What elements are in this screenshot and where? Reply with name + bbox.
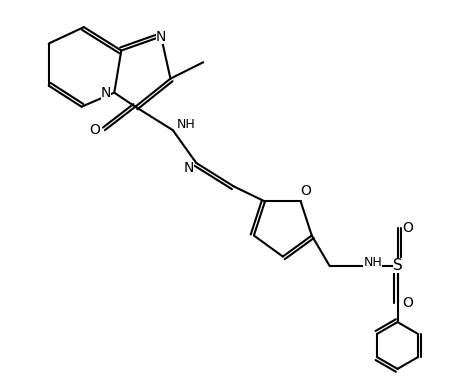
Text: S: S	[393, 258, 403, 274]
Text: O: O	[403, 296, 413, 310]
Text: O: O	[89, 123, 100, 137]
Text: N: N	[101, 86, 111, 100]
Text: O: O	[300, 184, 311, 198]
Text: N: N	[184, 160, 194, 175]
Text: NH: NH	[177, 118, 195, 131]
Text: O: O	[403, 222, 413, 235]
Text: N: N	[156, 29, 166, 44]
Text: NH: NH	[363, 256, 382, 269]
